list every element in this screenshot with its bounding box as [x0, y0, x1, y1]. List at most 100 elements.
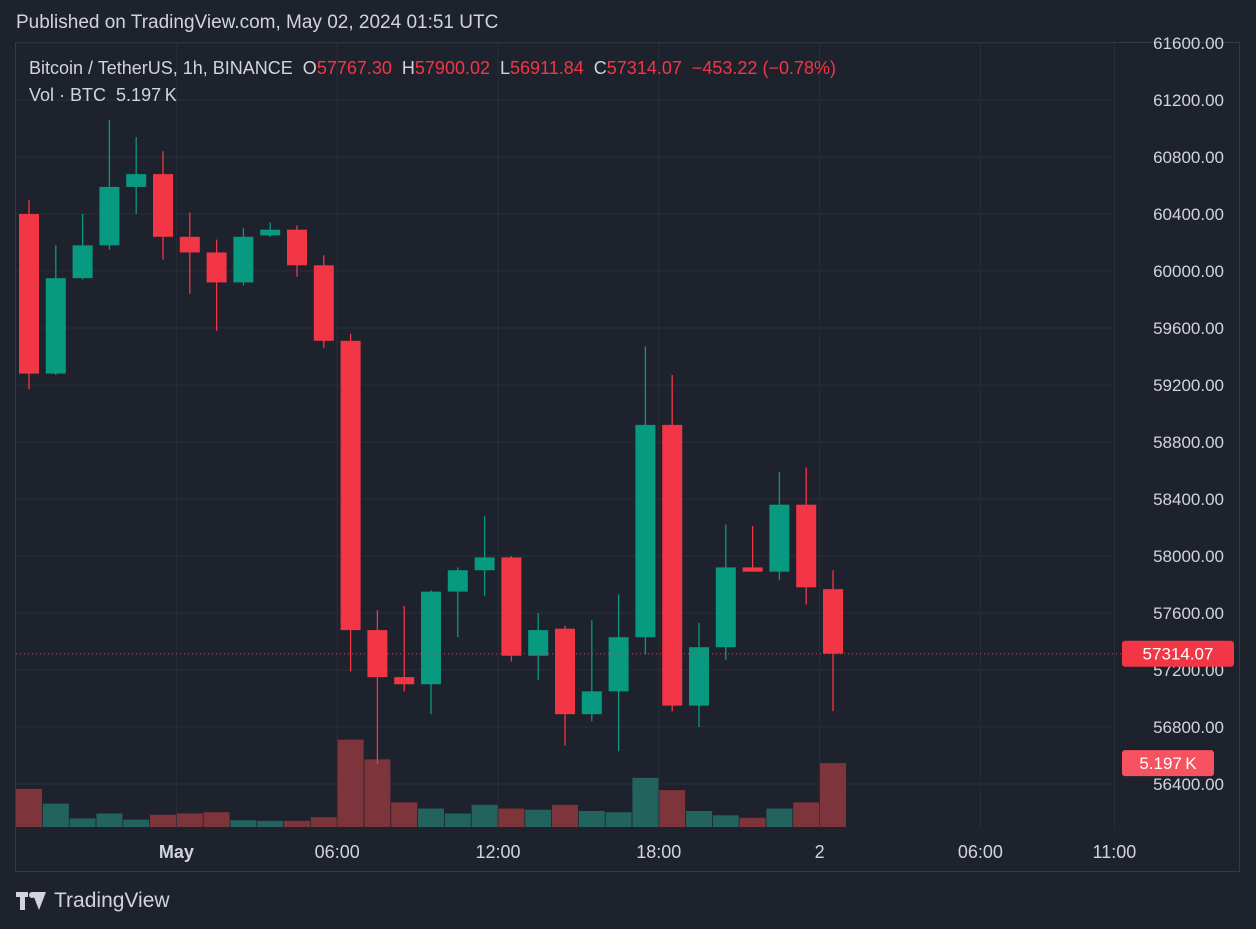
low-value: 56911.84	[510, 58, 584, 78]
tradingview-logo[interactable]: TradingView	[16, 889, 170, 913]
candle-body	[19, 214, 39, 374]
candle-body	[555, 628, 575, 715]
candle-body	[501, 557, 522, 656]
volume-bar	[820, 763, 846, 827]
close-value: 57314.07	[606, 58, 682, 78]
price-tick-label: 60800.00	[1153, 148, 1224, 167]
candle-body	[340, 340, 361, 631]
candle-body	[608, 637, 629, 692]
price-tick-label: 60400.00	[1153, 205, 1224, 224]
published-caption: Published on TradingView.com, May 02, 20…	[16, 12, 499, 33]
volume-label: Vol · BTC	[29, 85, 107, 105]
time-tick-label: 11:00	[1093, 842, 1137, 862]
candle-body	[635, 424, 656, 638]
candle-body	[179, 236, 200, 253]
volume-bar	[310, 817, 337, 827]
volume-bar	[150, 814, 176, 827]
candle-body	[367, 630, 388, 678]
time-tick-label: 06:00	[958, 842, 1003, 862]
volume-bar	[659, 790, 686, 827]
ohlc-legend: Bitcoin / TetherUS, 1h, BINANCE O57767.3…	[29, 58, 836, 79]
price-tick-label: 56400.00	[1153, 775, 1224, 794]
price-tick-label: 57600.00	[1153, 604, 1224, 623]
volume-legend: Vol · BTC 5.197 K	[29, 85, 177, 106]
change-value: −453.22 (−0.78%)	[691, 58, 836, 78]
price-tick-label: 60000.00	[1153, 262, 1224, 281]
volume-bar	[444, 813, 471, 827]
close-label: C	[593, 58, 607, 78]
volume-bar	[739, 817, 766, 827]
price-tick-label: 58400.00	[1153, 490, 1224, 509]
candle-body	[715, 567, 736, 648]
price-tick-label: 58800.00	[1153, 433, 1224, 452]
volume-bar	[605, 812, 632, 827]
time-tick-label: May	[159, 842, 194, 862]
volume-bar	[123, 819, 150, 827]
time-tick-label: 18:00	[636, 842, 681, 862]
candle-body	[581, 691, 602, 715]
brand-name: TradingView	[54, 889, 170, 912]
volume-bar	[230, 820, 257, 827]
high-label: H	[401, 58, 415, 78]
volume-bar	[686, 811, 712, 827]
candle-body	[742, 567, 763, 572]
candle-body	[689, 647, 709, 706]
candle-body	[260, 229, 281, 236]
candle-body	[796, 504, 817, 588]
candle-body	[72, 245, 93, 279]
volume-bar	[418, 808, 444, 827]
symbol-label: Bitcoin / TetherUS, 1h, BINANCE	[29, 58, 293, 78]
volume-bar	[16, 788, 42, 827]
candle-body	[206, 252, 227, 283]
volume-bar	[793, 802, 820, 827]
candle-body	[233, 236, 254, 283]
volume-value: 5.197 K	[116, 85, 177, 105]
candle-body	[474, 557, 495, 571]
last-volume-badge	[1122, 750, 1214, 777]
price-tick-label: 59600.00	[1153, 319, 1224, 338]
time-tick-label: 2	[815, 842, 825, 862]
volume-bar	[471, 804, 498, 827]
candle-body	[421, 591, 441, 685]
tradingview-logo-icon	[16, 892, 46, 910]
candle-body	[45, 278, 66, 374]
volume-bar	[525, 809, 552, 827]
candle-body	[769, 504, 790, 572]
volume-bar	[391, 802, 418, 827]
time-tick-label: 06:00	[315, 842, 360, 862]
open-label: O	[302, 58, 317, 78]
volume-bar	[284, 820, 310, 827]
time-tick-label: 12:00	[475, 842, 520, 862]
volume-bar	[203, 812, 230, 827]
volume-bar	[552, 804, 578, 827]
volume-bar	[578, 811, 605, 827]
volume-bar	[42, 803, 69, 827]
candle-body	[313, 265, 334, 341]
candle-body	[153, 174, 173, 237]
volume-bar	[498, 808, 525, 827]
price-tick-label: 59200.00	[1153, 376, 1224, 395]
price-tick-label: 61600.00	[1153, 34, 1224, 53]
volume-bar	[337, 739, 364, 827]
volume-bar	[176, 813, 203, 827]
volume-bar	[257, 820, 284, 827]
volume-bar	[69, 818, 96, 827]
high-value: 57900.02	[414, 58, 490, 78]
candle-body	[528, 630, 549, 656]
last-price-label: 57314.07	[1143, 645, 1214, 664]
last-volume-label: 5.197 K	[1139, 754, 1197, 773]
price-tick-label: 56800.00	[1153, 718, 1224, 737]
low-label: L	[500, 58, 511, 78]
volume-bar	[766, 808, 793, 827]
candle-body	[99, 186, 120, 246]
last-price-badge	[1122, 640, 1234, 667]
volume-bar	[364, 759, 391, 827]
price-tick-label: 58000.00	[1153, 547, 1224, 566]
candle-body	[662, 424, 683, 706]
candle-body	[394, 677, 415, 685]
open-value: 57767.30	[316, 58, 392, 78]
candle-body	[287, 229, 307, 266]
candle-body	[126, 174, 147, 187]
candle-body	[447, 570, 468, 592]
